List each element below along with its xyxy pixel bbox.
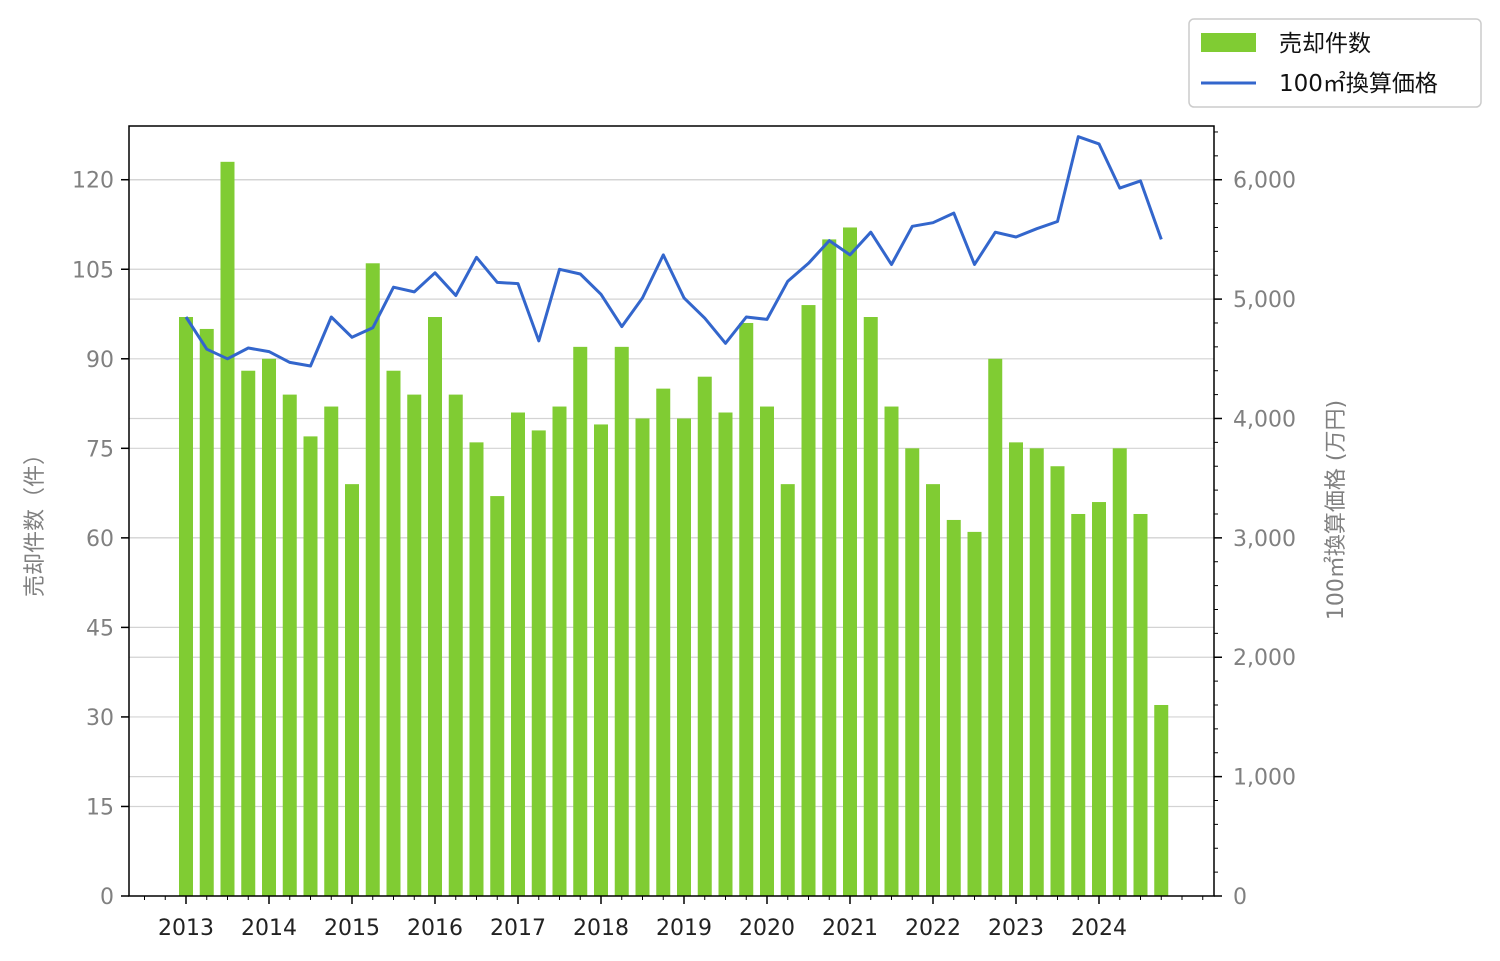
left-tick-label: 15 [86, 795, 114, 820]
bar [199, 328, 214, 896]
x-tick-label: 2022 [905, 916, 961, 941]
bar [614, 346, 629, 896]
bar [926, 484, 940, 896]
right-tick-label: 6,000 [1233, 169, 1296, 194]
left-tick-label: 120 [72, 169, 114, 194]
bar [780, 484, 795, 896]
legend: 売却件数 100㎡換算価格 [1188, 18, 1482, 108]
bar [988, 358, 1003, 896]
bar [718, 412, 733, 896]
legend-frame [1188, 18, 1482, 108]
x-tick-label: 2021 [822, 916, 878, 941]
left-tick-label: 30 [86, 706, 114, 731]
x-axis: 2013 2014 2015 2016 2017 2018 2019 2020 2021 2022… [144, 896, 1204, 941]
bar [428, 317, 442, 896]
bar [220, 161, 235, 896]
bar [262, 358, 276, 896]
bar [282, 394, 297, 896]
right-y-axis: 0 1,000 2,000 3,000 4,000 5,000 6,000 [1214, 131, 1296, 910]
price-line [184, 135, 1163, 368]
legend-bar-swatch [1201, 33, 1256, 52]
bar [365, 263, 380, 896]
bar [635, 418, 650, 896]
bar [801, 305, 816, 896]
bar [448, 394, 463, 896]
bar [884, 406, 899, 896]
bar [573, 346, 588, 896]
bar [407, 394, 422, 896]
bar [552, 406, 567, 896]
bar [324, 406, 339, 896]
right-tick-label: 5,000 [1233, 288, 1296, 313]
left-tick-label: 45 [86, 616, 114, 641]
bar [303, 436, 318, 896]
left-tick-label: 75 [86, 437, 114, 462]
left-axis-title: 売却件数（件） [23, 443, 48, 597]
bar [1071, 513, 1086, 896]
x-tick-label: 2013 [158, 916, 214, 941]
right-axis-title: 100㎡換算価格 (万円) [1323, 400, 1349, 620]
bar [490, 496, 505, 896]
axes [128, 125, 1215, 897]
x-tick-label: 2014 [241, 916, 297, 941]
bar [1029, 448, 1044, 896]
left-tick-label: 0 [100, 885, 114, 910]
price-line-layer [184, 135, 1163, 368]
x-tick-label: 2017 [490, 916, 546, 941]
x-tick-label: 2020 [739, 916, 795, 941]
bar [1154, 704, 1169, 896]
bar [179, 317, 193, 896]
bar [594, 424, 608, 896]
bar [531, 430, 546, 896]
bar [241, 370, 256, 897]
bar [822, 239, 837, 896]
x-tick-label: 2018 [573, 916, 629, 941]
bar [1112, 448, 1127, 896]
bar [656, 388, 671, 896]
right-tick-label: 0 [1233, 885, 1247, 910]
x-tick-label: 2015 [324, 916, 380, 941]
legend-line-label: 100㎡換算価格 [1279, 71, 1438, 97]
bars [179, 161, 1169, 897]
bar [1009, 442, 1023, 896]
bar [677, 418, 691, 896]
bar [697, 376, 712, 897]
bar [967, 531, 982, 896]
bar [345, 484, 359, 896]
bar [863, 317, 878, 896]
right-tick-label: 2,000 [1233, 646, 1296, 671]
x-tick-label: 2023 [988, 916, 1044, 941]
left-tick-label: 90 [86, 348, 114, 373]
left-y-axis: 0 15 30 45 60 75 90 105 120 [72, 169, 129, 910]
left-tick-label: 105 [72, 258, 114, 283]
legend-bar-label: 売却件数 [1279, 31, 1371, 57]
bar [843, 227, 857, 896]
bar [469, 442, 484, 896]
x-tick-label: 2016 [407, 916, 463, 941]
bar [946, 519, 961, 896]
bar [1133, 513, 1148, 896]
right-tick-label: 1,000 [1233, 766, 1296, 791]
right-tick-label: 3,000 [1233, 527, 1296, 552]
left-tick-label: 60 [86, 527, 114, 552]
x-tick-label: 2024 [1071, 916, 1127, 941]
bar [905, 448, 920, 896]
bar [511, 412, 525, 896]
right-tick-label: 4,000 [1233, 407, 1296, 432]
bar [1092, 502, 1106, 896]
bar [1050, 466, 1065, 896]
bar [760, 406, 774, 896]
x-tick-label: 2019 [656, 916, 712, 941]
bar [386, 370, 401, 897]
plot-frame [128, 125, 1215, 897]
bar [739, 322, 754, 896]
